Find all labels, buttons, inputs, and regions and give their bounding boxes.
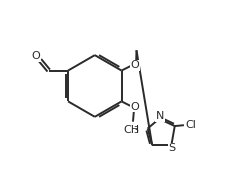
Text: O: O (32, 51, 40, 61)
Text: S: S (169, 143, 176, 153)
Text: O: O (130, 60, 139, 70)
Text: CH: CH (123, 125, 140, 135)
Text: N: N (156, 111, 164, 121)
Text: O: O (130, 102, 139, 112)
Text: 3: 3 (134, 126, 138, 135)
Text: Cl: Cl (186, 120, 197, 130)
